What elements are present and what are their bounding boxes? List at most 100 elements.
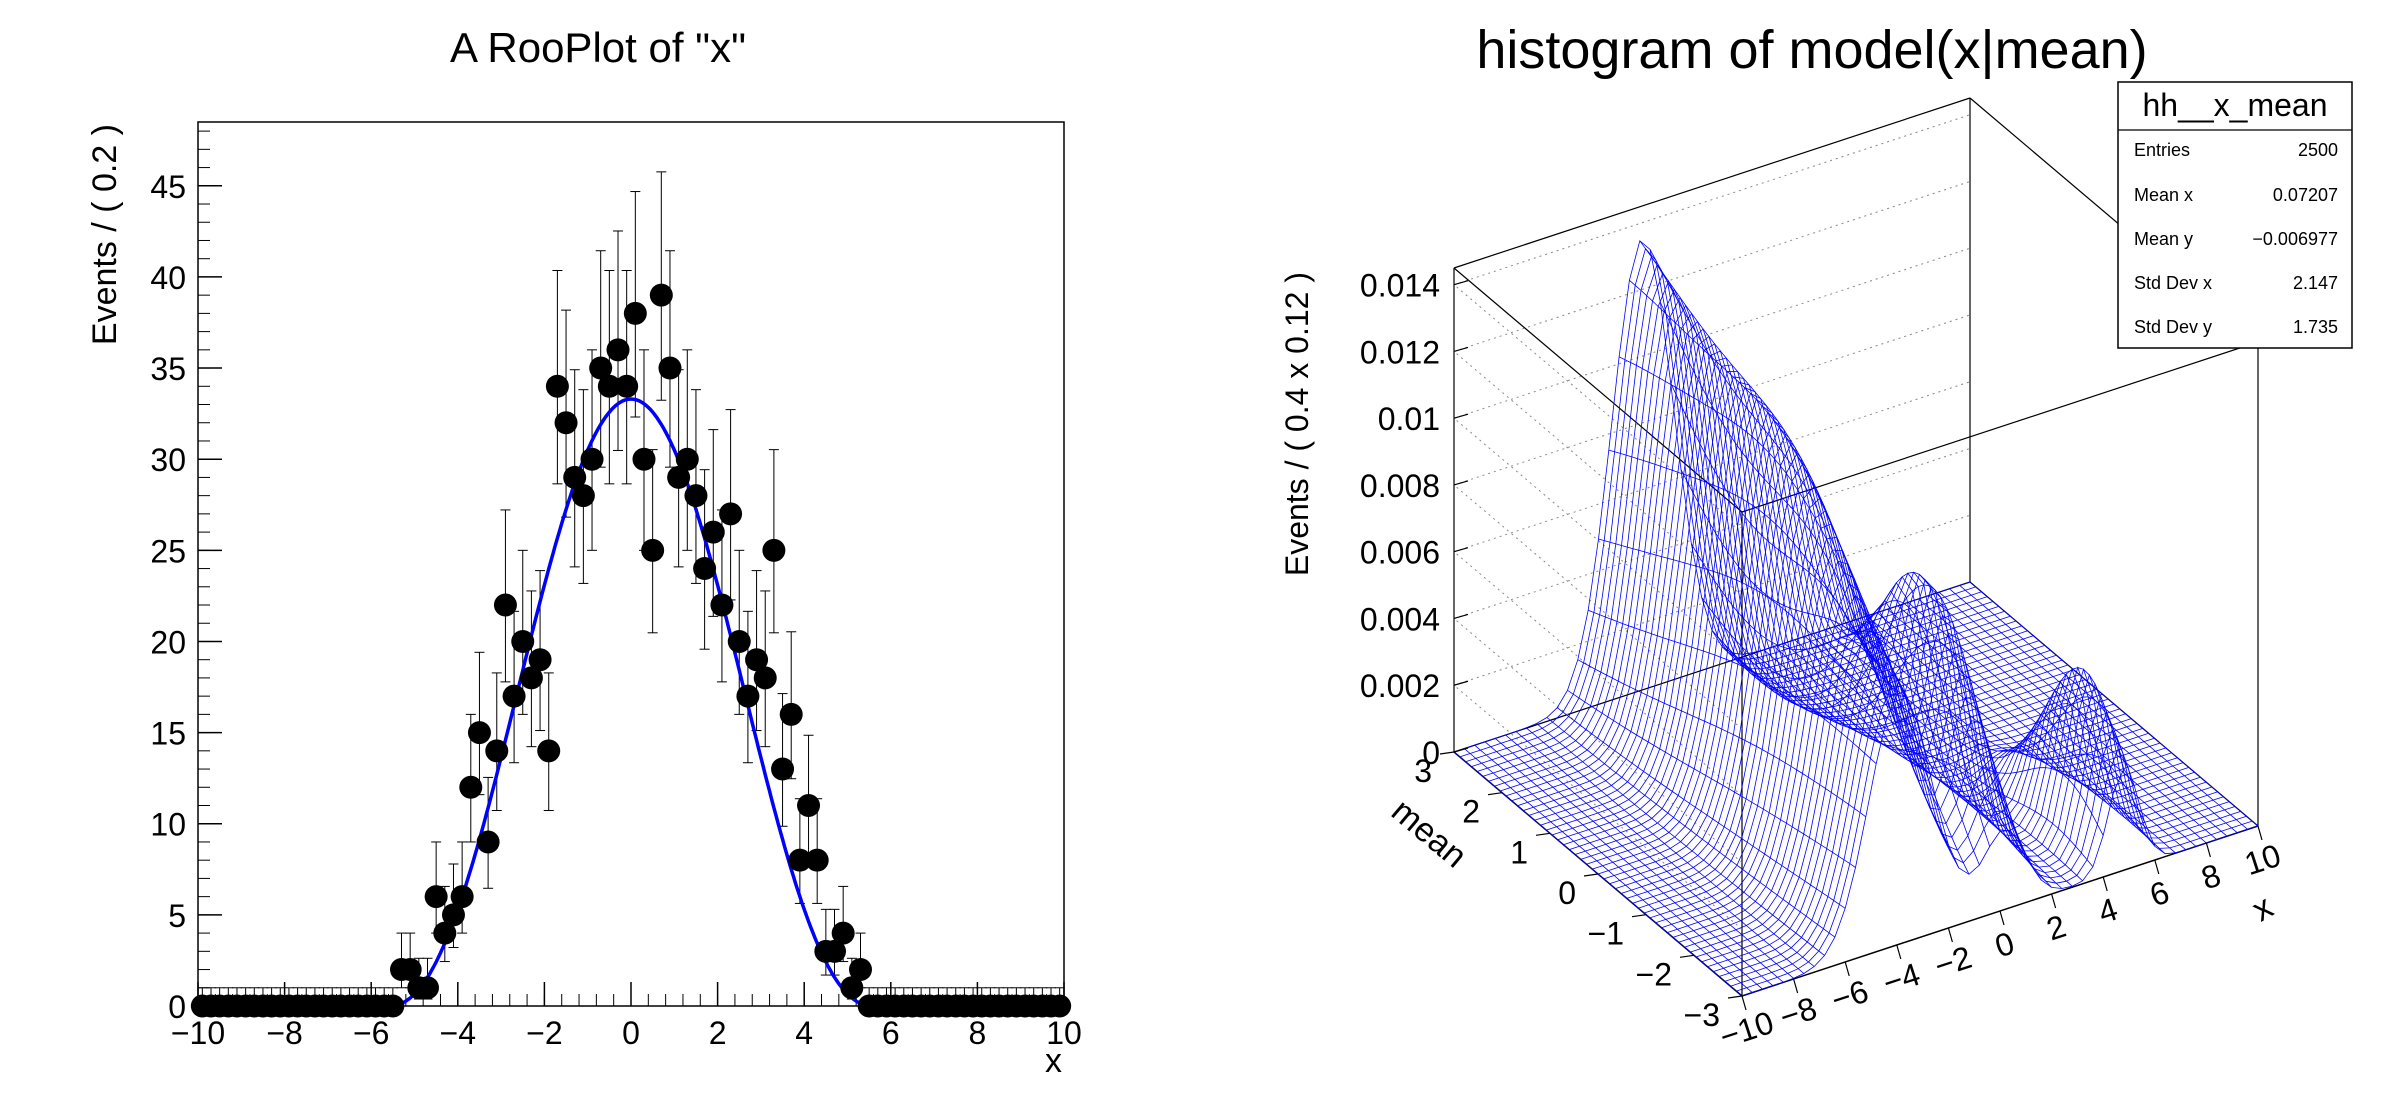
rooplot-panel: A RooPlot of "x" −10 −8 −6 −4 −2 0 2 4 6 8 10 0 5 10 1… (86, 24, 1082, 1080)
data-point (701, 520, 725, 544)
data-point (441, 903, 465, 927)
z-tick-label: 0.008 (1360, 468, 1440, 504)
y-tick (1727, 995, 1743, 999)
surface-line (1959, 585, 2248, 830)
x-tick (1896, 944, 1902, 960)
x-tick-label: 4 (795, 1015, 813, 1051)
left-chart-title: A RooPlot of "x" (450, 24, 746, 71)
left-y-axis-label: Events / ( 0.2 ) (86, 124, 124, 345)
surface-line (1476, 272, 1994, 772)
y-tick-label: 45 (150, 169, 186, 205)
z-tick-label: 0.012 (1360, 334, 1440, 370)
box-edge (1453, 97, 1971, 269)
z-tick-label: 0.01 (1378, 401, 1440, 437)
surface-line (1907, 602, 2197, 847)
stats-value: 2.147 (2293, 273, 2338, 293)
z-tick-label: 0.002 (1360, 668, 1440, 704)
surface-line (1484, 741, 1774, 987)
data-point (840, 976, 864, 1000)
x-tick (1999, 910, 2005, 926)
data-point (848, 958, 872, 982)
grid-line (1453, 247, 1971, 419)
data-point (476, 830, 500, 854)
data-point (649, 283, 673, 307)
surface-gridlines (1453, 114, 1971, 930)
data-point (615, 374, 639, 398)
surface-line (1588, 609, 1877, 764)
y-tick-label: 0 (1558, 875, 1576, 911)
right-x-axis-label: x (2246, 888, 2280, 929)
data-point (519, 666, 543, 690)
x-tick (1793, 978, 1799, 994)
data-point (1048, 994, 1072, 1018)
stats-label: Mean x (2134, 185, 2193, 205)
left-fit-curve (198, 397, 1064, 1008)
surface-line (1649, 249, 1939, 809)
data-point (433, 921, 457, 945)
x-tick (1741, 995, 1747, 1011)
data-point (797, 794, 821, 818)
surface-line (1701, 597, 1991, 847)
z-tick (1453, 280, 1469, 286)
surface-line (1949, 588, 2238, 834)
x-tick-label: 10 (1046, 1015, 1082, 1051)
x-tick-label: 2 (709, 1015, 727, 1051)
z-tick (1453, 747, 1469, 753)
grid-line (1453, 114, 1971, 286)
data-point (762, 538, 786, 562)
surface-line (1495, 738, 1784, 983)
x-tick (1844, 961, 1850, 977)
y-tick-label: 30 (150, 442, 186, 478)
x-tick (1947, 927, 1953, 943)
stats-value: 1.735 (2293, 317, 2338, 337)
surface-line (1918, 598, 2207, 844)
surface-mesh (1453, 240, 2259, 997)
x-tick-label: −2 (1930, 939, 1976, 985)
data-point (580, 447, 604, 471)
x-tick-label: −8 (1775, 990, 1821, 1036)
surface-line (1969, 581, 2259, 827)
data-point (684, 484, 708, 508)
data-point (597, 374, 621, 398)
x-tick (2051, 893, 2057, 909)
x-tick (2102, 876, 2108, 892)
surface-line (1474, 744, 1763, 990)
data-point (788, 848, 812, 872)
x-tick-label: 6 (882, 1015, 900, 1051)
left-error-bars (197, 171, 1065, 1007)
data-point (589, 356, 613, 380)
z-tick-label: 0.014 (1360, 268, 1440, 304)
x-tick-label: 2 (2042, 908, 2070, 948)
surface-line (1804, 636, 2094, 867)
surface-line (1464, 748, 1753, 993)
y-tick (1487, 792, 1503, 796)
y-tick-label: 20 (150, 624, 186, 660)
stats-label: Entries (2134, 140, 2190, 160)
x-tick-label: −4 (440, 1015, 476, 1051)
left-plot-frame (197, 121, 1065, 1007)
surface-line (1629, 279, 1918, 724)
x-tick-label: −8 (266, 1015, 302, 1051)
right-chart-title: histogram of model(x|mean) (1476, 20, 2147, 80)
surface-line (1856, 619, 2145, 822)
right-z-axis-label: Events / ( 0.4 x 0.12 ) (1279, 272, 1315, 576)
surface-line (1577, 659, 1867, 818)
data-point (415, 976, 439, 1000)
surface-line (1515, 731, 1805, 974)
surface-line (1505, 734, 1794, 979)
data-point (658, 356, 682, 380)
surface-axis-ticks: −10−8 −6 −4 −2 0 2 4 6 8 10−3−2−1012300.0020.0040… (1360, 268, 2285, 1055)
surface-line (1866, 615, 2156, 847)
data-point (563, 465, 587, 489)
surface-line (1794, 639, 2083, 882)
x-tick-label: 0 (1991, 925, 2019, 965)
x-tick-label: −6 (353, 1015, 389, 1051)
surface-line (1783, 642, 2073, 887)
surface-line (1567, 689, 1856, 868)
z-tick-label: 0 (1422, 735, 1440, 771)
y-tick-label: −1 (1588, 916, 1624, 952)
surface-line (1730, 674, 2247, 987)
surface-line (1465, 255, 1982, 763)
x-tick-label: −6 (1827, 973, 1873, 1019)
